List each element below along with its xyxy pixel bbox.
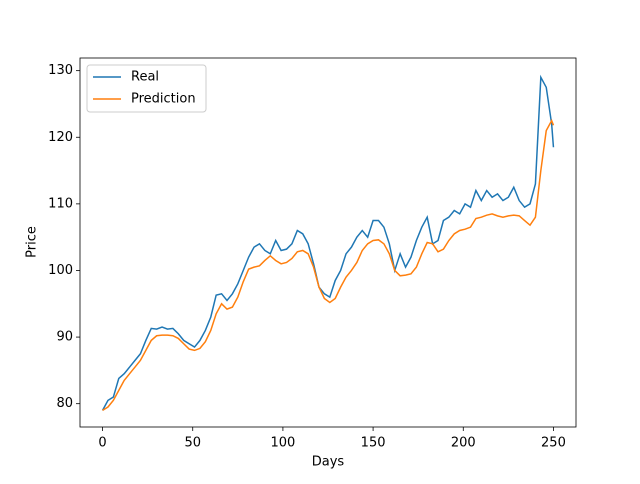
legend-label: Prediction — [131, 92, 196, 107]
x-tick-label: 250 — [541, 436, 566, 451]
legend: Real Prediction — [86, 64, 207, 113]
x-tick-label: 0 — [98, 436, 106, 451]
x-tick-label: 50 — [184, 436, 201, 451]
y-tick-label: 80 — [56, 396, 73, 411]
series-line — [101, 74, 555, 411]
y-tick-label: 90 — [56, 330, 73, 345]
x-axis-label: Days — [312, 455, 345, 470]
y-tick-label: 130 — [48, 63, 73, 78]
x-tick-label: 100 — [270, 436, 295, 451]
y-tick-label: 120 — [48, 130, 73, 145]
x-tick-label: 150 — [361, 436, 386, 451]
legend-label: Real — [131, 70, 159, 85]
y-tick-label: 100 — [48, 263, 73, 278]
y-axis-label: Price — [25, 226, 40, 258]
x-tick-label: 200 — [451, 436, 476, 451]
y-tick-label: 110 — [48, 196, 73, 211]
plot-frame — [79, 57, 577, 428]
series-line — [102, 118, 555, 411]
